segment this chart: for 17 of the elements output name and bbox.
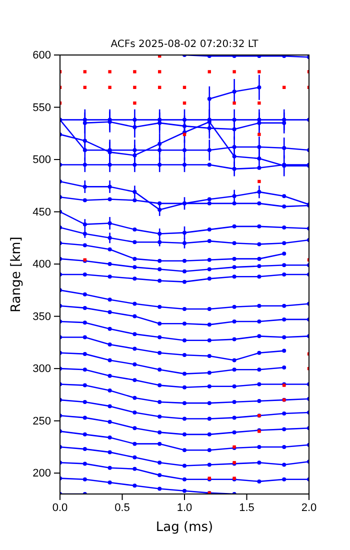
x-tick-label: 0.0 [52, 502, 68, 514]
chart-title: ACFs 2025-08-02 07:20:32 LT [110, 39, 260, 50]
y-tick-label: 350 [32, 310, 51, 323]
y-tick-label: 200 [32, 468, 51, 480]
y-tick-label: 450 [32, 206, 51, 218]
x-tick-label: 1.5 [239, 502, 254, 514]
y-tick-label: 300 [32, 363, 51, 376]
y-tick-label: 250 [32, 415, 51, 428]
x-tick-label: 1.0 [176, 502, 192, 514]
y-tick-label: 400 [32, 258, 51, 271]
y-axis-title: Range [km] [9, 236, 24, 312]
x-axis-title: Lag (ms) [156, 520, 214, 535]
y-tick-label: 500 [32, 154, 51, 166]
x-tick-label: 2.0 [301, 502, 317, 514]
y-tick-label: 600 [32, 50, 51, 62]
x-tick-label: 0.5 [114, 502, 130, 514]
y-tick-label: 550 [32, 102, 51, 114]
